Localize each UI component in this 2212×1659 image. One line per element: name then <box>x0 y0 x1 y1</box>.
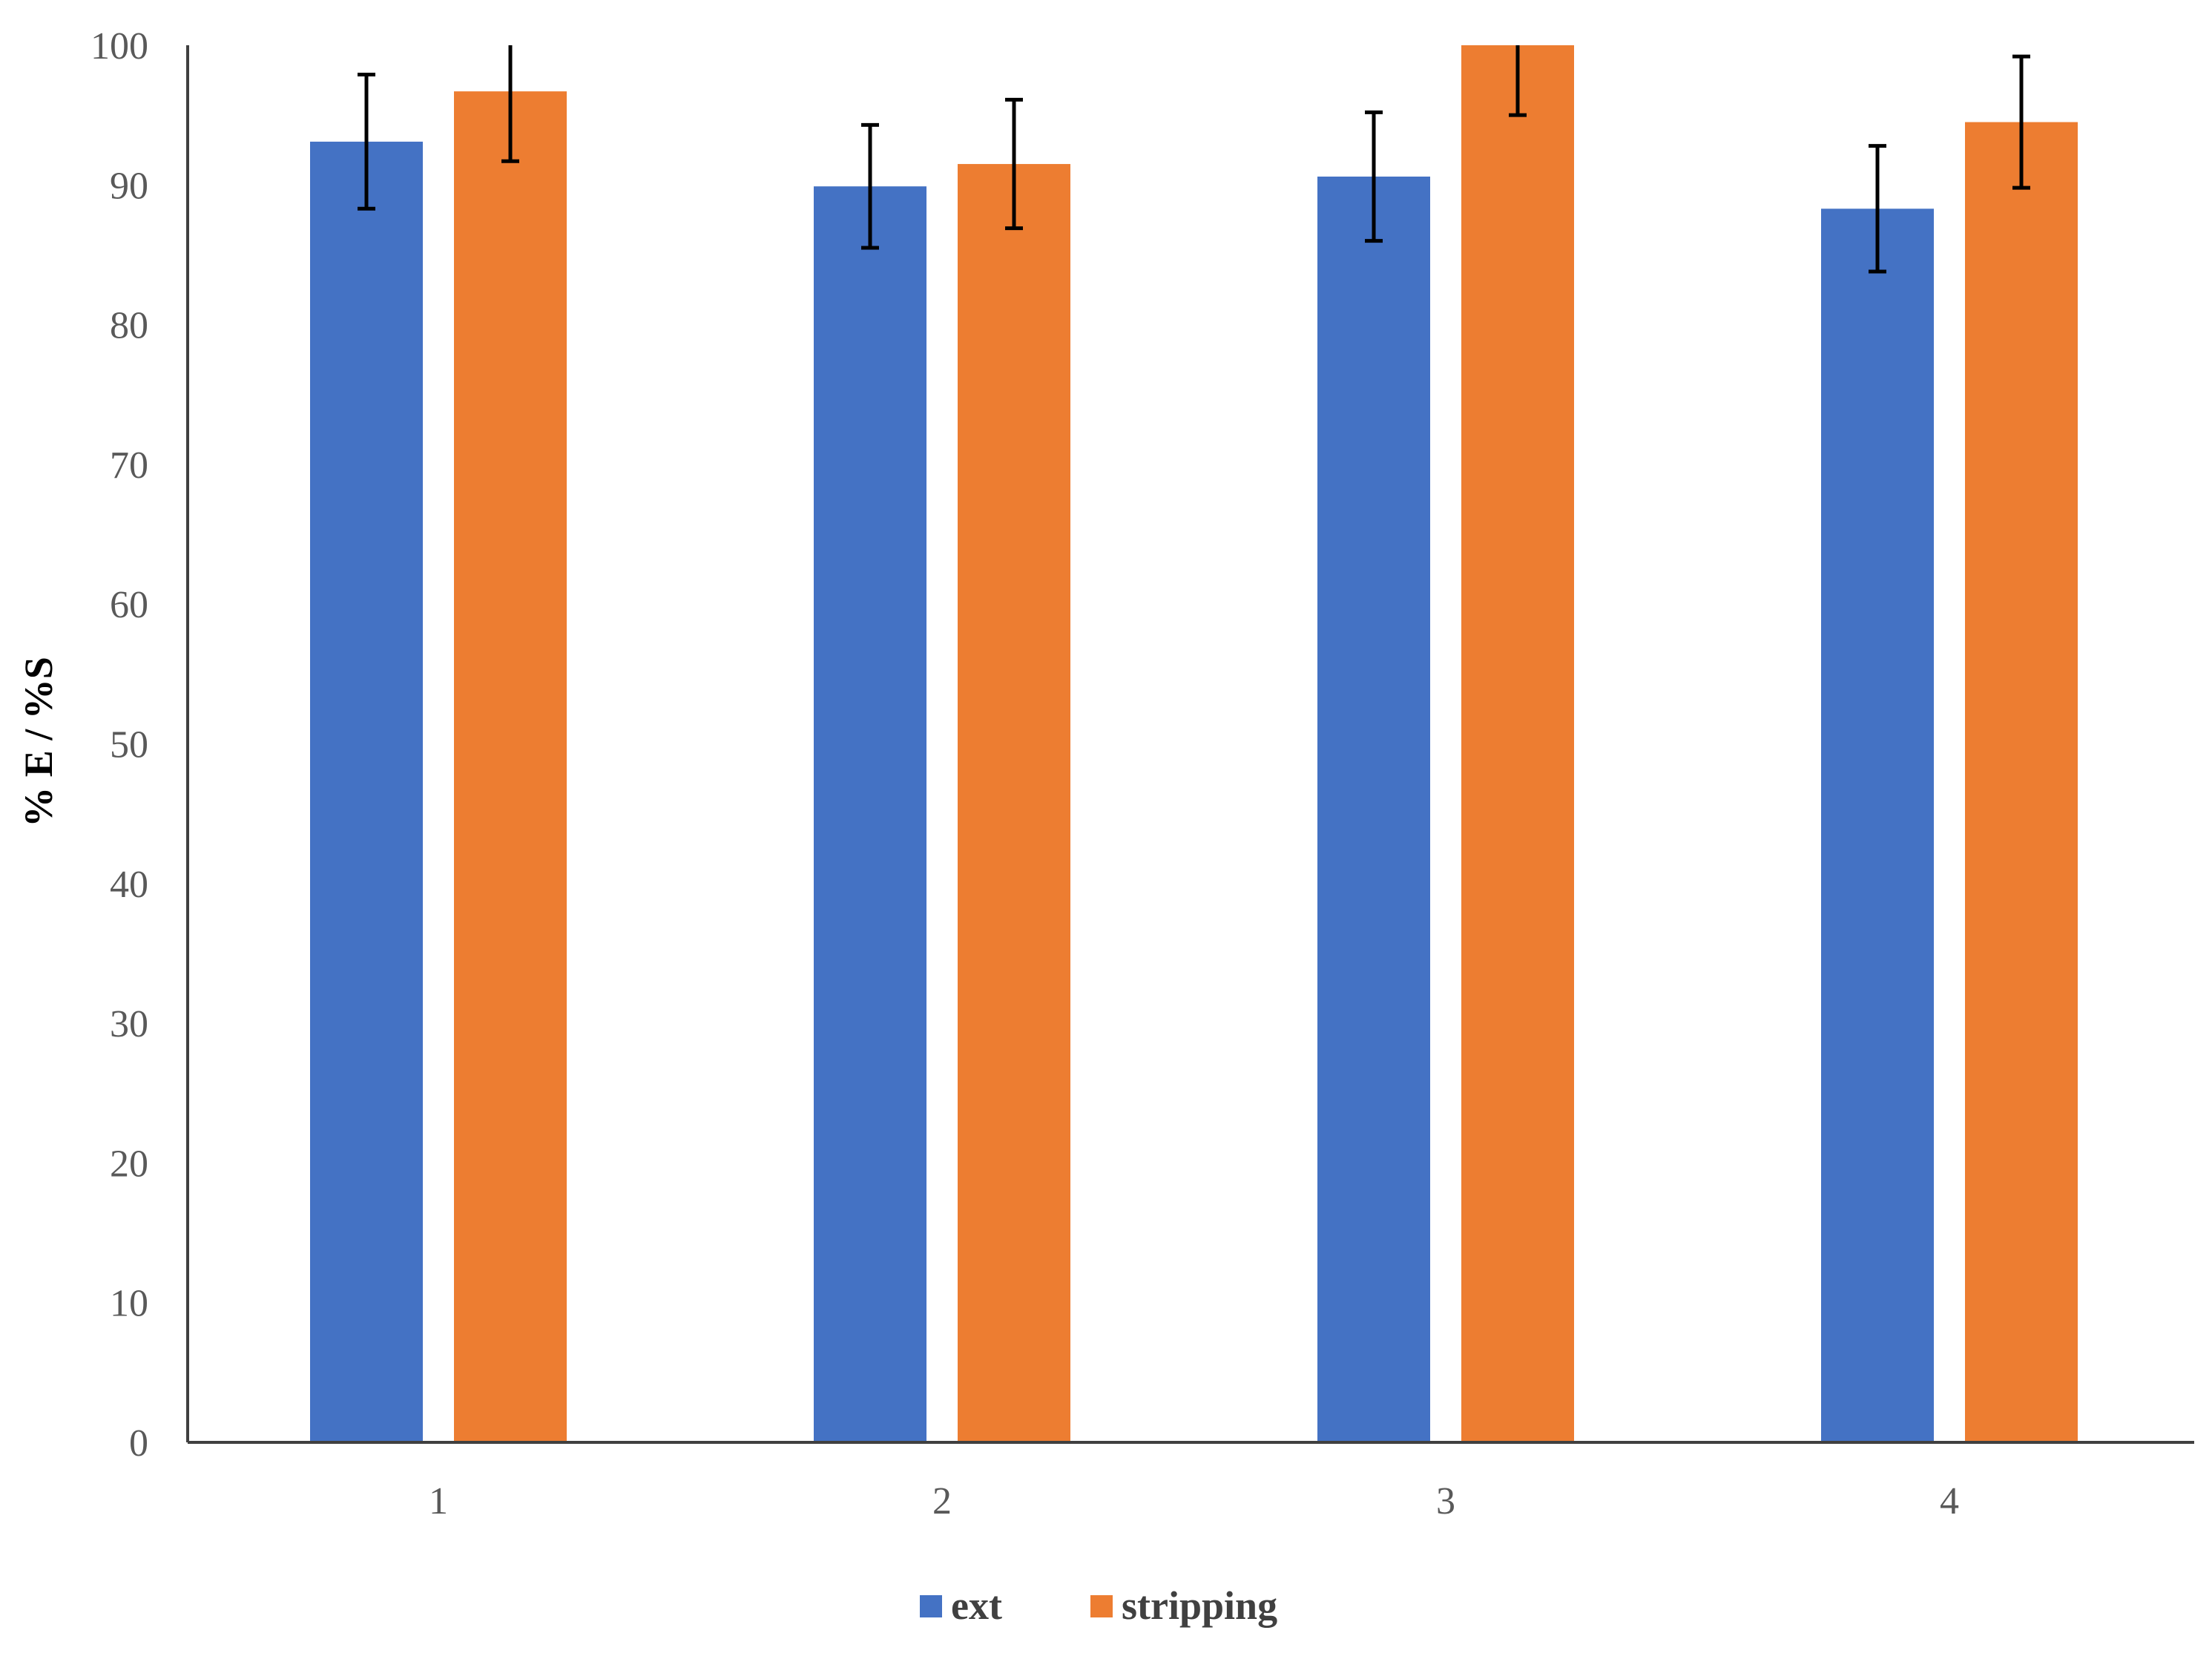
y-tick-label: 20 <box>110 1143 148 1185</box>
error-bars <box>358 45 2030 274</box>
bar-ext-2 <box>814 186 926 1443</box>
y-tick-label: 60 <box>110 584 148 626</box>
x-tick-label: 2 <box>932 1480 952 1522</box>
y-tick-label: 50 <box>110 724 148 766</box>
legend: ext stripping <box>920 1583 1277 1628</box>
x-tick-label: 4 <box>1940 1480 1959 1522</box>
x-tick-labels: 1 2 3 4 <box>429 1480 1959 1522</box>
legend-label-ext: ext <box>951 1583 1002 1628</box>
x-tick-label: 3 <box>1436 1480 1455 1522</box>
legend-swatch-stripping <box>1090 1595 1113 1617</box>
bar-ext-4 <box>1821 208 1934 1442</box>
legend-swatch-ext <box>920 1595 942 1617</box>
bar-ext-1 <box>310 141 423 1442</box>
bar-stripping-3 <box>1461 45 1574 1442</box>
y-tick-label: 90 <box>110 165 148 207</box>
y-tick-label: 100 <box>90 25 148 68</box>
y-tick-label: 0 <box>129 1422 148 1465</box>
x-tick-label: 1 <box>429 1480 448 1522</box>
y-tick-labels: 0 10 20 30 40 50 60 70 80 90 100 <box>90 25 148 1465</box>
y-tick-label: 40 <box>110 864 148 906</box>
bar-stripping-1 <box>454 91 567 1442</box>
bar-ext-3 <box>1317 177 1430 1443</box>
y-tick-label: 10 <box>110 1283 148 1325</box>
bars <box>310 45 2078 1443</box>
y-tick-label: 30 <box>110 1003 148 1045</box>
y-axis-label: % E / %S <box>16 657 61 827</box>
legend-label-stripping: stripping <box>1122 1583 1277 1628</box>
y-tick-label: 70 <box>110 444 148 487</box>
bar-stripping-2 <box>958 164 1070 1443</box>
y-tick-label: 80 <box>110 305 148 347</box>
bar-stripping-4 <box>1965 122 2078 1443</box>
